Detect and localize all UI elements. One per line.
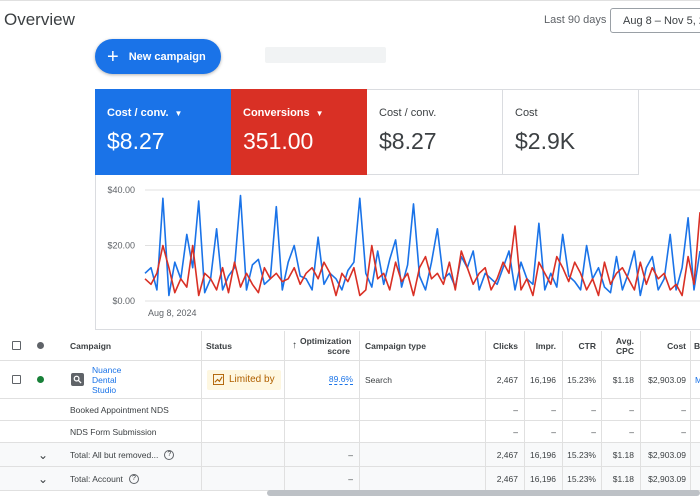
scorecard-value: 351.00 [243, 128, 314, 154]
col-extra[interactable]: B [694, 340, 700, 351]
clicks-value: 2,467 [496, 374, 518, 385]
table-row[interactable]: Nuance Dental Studio Limited by 89.6% Se… [0, 361, 700, 399]
select-all-checkbox[interactable] [12, 341, 21, 350]
col-status[interactable]: Status [206, 340, 232, 351]
dropdown-caret-icon[interactable]: ▼ [315, 108, 324, 118]
series-line-cost-per-conv [144, 194, 700, 297]
date-range-picker[interactable]: Aug 8 – Nov 5, 2 [610, 8, 700, 33]
help-icon[interactable]: ? [128, 473, 139, 484]
new-campaign-label: New campaign [128, 50, 206, 63]
status-dot-header [37, 342, 44, 349]
y-tick-label: $40.00 [107, 185, 135, 195]
performance-chart: $40.00 $20.00 $0.00 Aug 8, 2024 [107, 185, 700, 318]
col-avg-cpc[interactable]: Avg. CPC [615, 335, 634, 356]
scorecard-value: $8.27 [107, 128, 165, 154]
performance-panel [95, 89, 700, 330]
scorecard-cost[interactable]: Cost $2.9K [503, 89, 639, 175]
conversion-action-name: NDS Form Submission [70, 426, 157, 437]
total-label: Total: Account? [70, 467, 139, 490]
loading-placeholder [265, 47, 386, 63]
total-row: ⌄ Total: Account? – 2,467 16,196 15.23% … [0, 467, 700, 491]
scorecard-value: $2.9K [515, 128, 576, 154]
plus-icon: + [107, 45, 119, 68]
scorecard-cost-per-conv[interactable]: Cost / conv. ▼ $8.27 [95, 89, 231, 175]
status-badge[interactable]: Limited by [207, 369, 281, 390]
dropdown-caret-icon[interactable]: ▼ [174, 108, 183, 118]
trend-icon [213, 374, 224, 385]
scorecard-label: Cost [515, 107, 538, 119]
y-tick-label: $0.00 [112, 296, 135, 306]
date-range-label: Last 90 days [544, 14, 607, 26]
optimization-score[interactable]: 89.6% [328, 374, 353, 385]
total-label: Total: All but removed...? [70, 443, 175, 466]
horizontal-scrollbar[interactable] [267, 490, 700, 496]
table-header-row: Campaign Status ↑ Optimization score Cam… [0, 331, 700, 361]
col-ctr[interactable]: CTR [578, 340, 596, 351]
col-opt-score[interactable]: ↑ Optimization score [292, 335, 352, 356]
expand-chevron-icon[interactable]: ⌄ [38, 447, 49, 462]
impr-value: 16,196 [530, 374, 556, 385]
scorecard-label: Cost / conv. [107, 107, 169, 119]
scorecard-conversions[interactable]: Conversions ▼ 351.00 [231, 89, 367, 175]
col-impr[interactable]: Impr. [535, 340, 556, 351]
help-icon[interactable]: ? [164, 449, 175, 460]
col-campaign-type[interactable]: Campaign type [365, 340, 426, 351]
scorecard-label: Cost / conv. [379, 107, 437, 119]
sort-arrow-icon: ↑ [292, 340, 297, 351]
expand-chevron-icon[interactable]: ⌄ [38, 471, 49, 486]
col-clicks[interactable]: Clicks [492, 340, 518, 351]
extra-link[interactable]: M [695, 374, 700, 385]
page-title: Overview [4, 10, 75, 29]
conversion-action-name: Booked Appointment NDS [70, 404, 169, 415]
conversion-action-row: Booked Appointment NDS – – – – – [0, 399, 700, 421]
campaign-name-link[interactable]: Nuance Dental Studio [92, 364, 122, 395]
scorecard-cost-per-conv-2[interactable]: Cost / conv. $8.27 [367, 89, 503, 175]
series-line-conversions [144, 212, 700, 297]
campaign-type: Search [365, 374, 392, 385]
col-cost[interactable]: Cost [667, 340, 686, 351]
row-checkbox[interactable] [12, 375, 21, 384]
enabled-status-dot [37, 376, 44, 383]
cost-value: $2,903.09 [648, 374, 686, 385]
x-tick-label: Aug 8, 2024 [148, 308, 197, 318]
top-divider [0, 0, 700, 1]
avg-cpc-value: $1.18 [612, 374, 634, 385]
col-campaign[interactable]: Campaign [70, 340, 112, 351]
total-row: ⌄ Total: All but removed...? – 2,467 16,… [0, 443, 700, 467]
conversion-action-row: NDS Form Submission – – – – – [0, 421, 700, 443]
scorecard-value: $8.27 [379, 128, 437, 154]
y-tick-label: $20.00 [107, 241, 135, 251]
new-campaign-button[interactable]: + New campaign [95, 39, 221, 74]
ctr-value: 15.23% [567, 374, 596, 385]
search-campaign-icon [71, 373, 84, 386]
scorecard-label: Conversions [243, 107, 310, 119]
campaign-table: Campaign Status ↑ Optimization score Cam… [0, 331, 700, 491]
